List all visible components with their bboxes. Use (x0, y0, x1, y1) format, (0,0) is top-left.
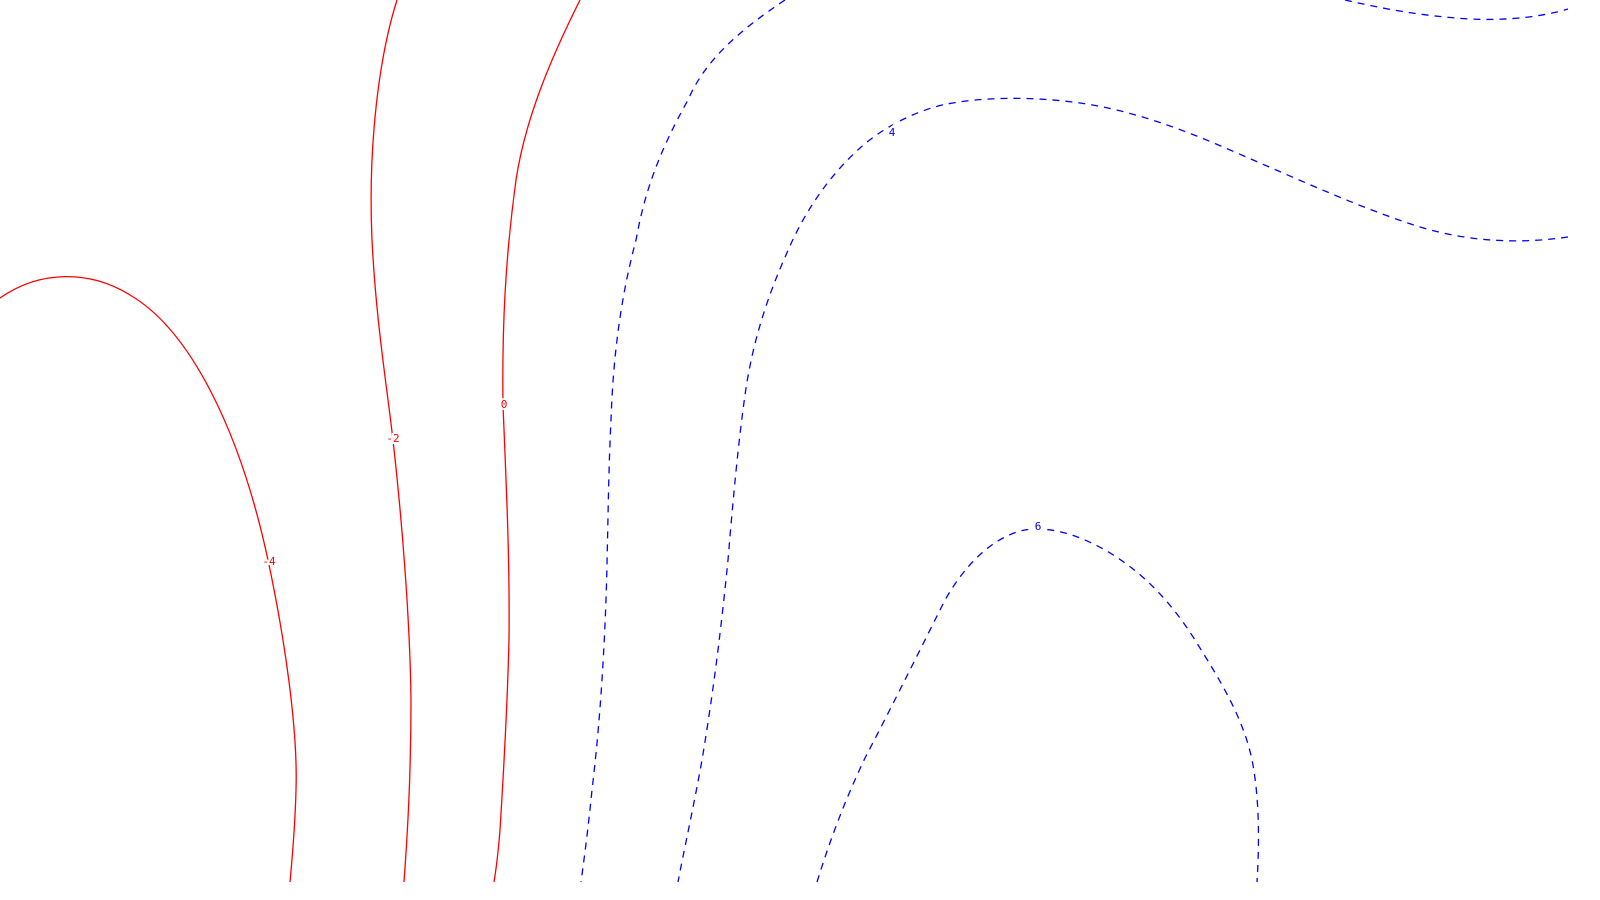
contour-line-level-neg2 (370, 0, 412, 883)
contour-label-level-neg2: -2 (386, 432, 399, 445)
contour-line-level-8 (1344, 0, 1569, 21)
contour-line-level-4 (677, 97, 1569, 883)
contour-line-level-2 (580, 0, 786, 883)
contour-line-level-0 (493, 0, 581, 883)
contour-label-level-4: 4 (889, 126, 896, 139)
contour-line-level-6 (816, 528, 1260, 883)
contour-label-level-neg4: -4 (262, 555, 276, 568)
contour-label-level-6: 6 (1035, 520, 1042, 533)
contour-lines (0, 0, 1569, 883)
contour-label-level-0: 0 (501, 398, 508, 411)
contour-line-level-neg4 (0, 276, 297, 883)
contour-labels: -4 -2 0 4 6 (260, 124, 1043, 570)
